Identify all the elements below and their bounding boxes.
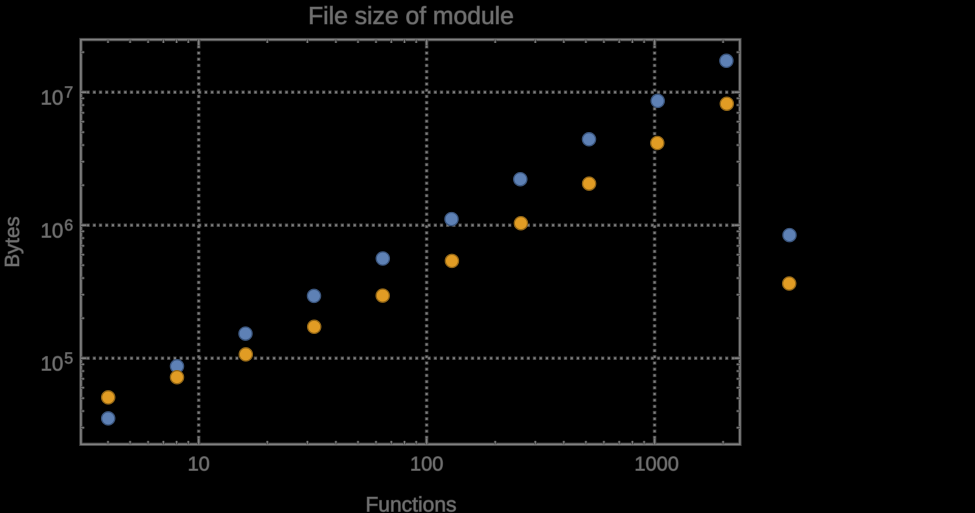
svg-text:Bytes: Bytes [1,216,24,267]
svg-text:10: 10 [188,454,210,476]
svg-text:1000: 1000 [634,454,679,476]
svg-text:Functions: Functions [365,493,456,513]
svg-text:10: 10 [40,219,63,242]
svg-text:10: 10 [40,86,63,109]
svg-text:5: 5 [64,351,73,368]
svg-text:6: 6 [64,218,73,235]
svg-text:100: 100 [410,454,443,476]
svg-text:File size of module: File size of module [308,3,514,30]
svg-text:10: 10 [40,352,63,375]
svg-text:7: 7 [64,85,73,102]
